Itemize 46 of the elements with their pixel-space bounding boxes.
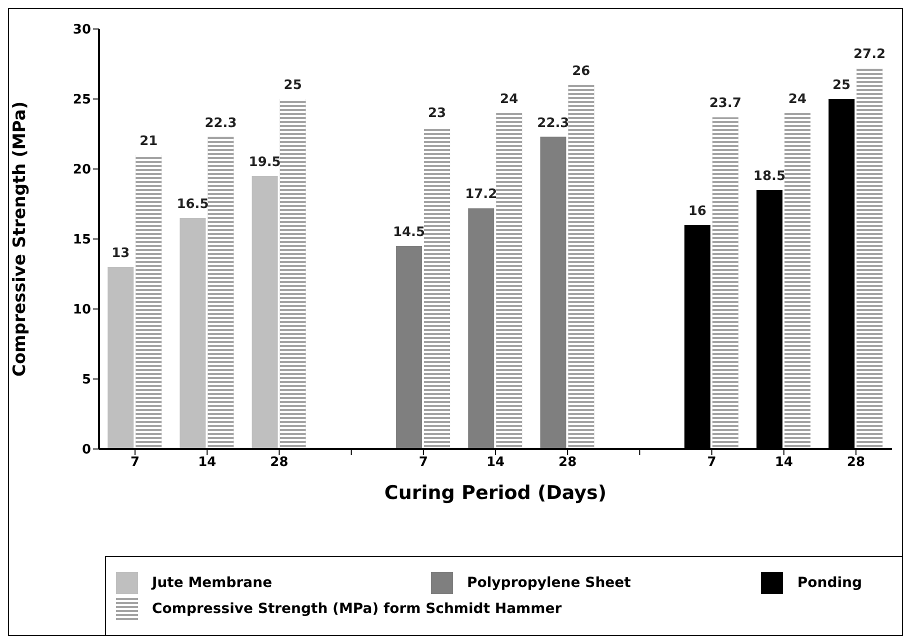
x-tick-label: 28: [558, 455, 577, 470]
data-label: 25: [832, 78, 851, 93]
data-label: 23: [428, 106, 446, 121]
data-label: 18.5: [753, 169, 786, 184]
x-tick-label: 14: [198, 455, 216, 470]
y-tick-label: 5: [82, 372, 91, 388]
y-tick-label: 10: [72, 302, 91, 318]
y-tick-label: 30: [72, 22, 91, 38]
bar: [396, 246, 422, 449]
data-label: 23.7: [709, 96, 742, 112]
data-label: 24: [788, 92, 807, 107]
data-label: 14.5: [392, 225, 426, 240]
x-tick-label: 7: [707, 455, 716, 470]
y-tick-label: 15: [72, 232, 91, 248]
x-tick-label: 28: [270, 455, 288, 470]
data-label: 17.2: [465, 187, 498, 202]
x-tick-label: 14: [774, 455, 793, 470]
bar: [468, 208, 494, 449]
legend-label: Ponding: [797, 575, 862, 591]
data-label: 22.3: [537, 116, 570, 131]
bar: [108, 267, 134, 449]
data-label: 19.5: [248, 155, 281, 170]
data-label: 24: [500, 92, 518, 107]
bar: [540, 136, 566, 449]
legend-label: Polypropylene Sheet: [467, 575, 631, 591]
data-label: 16.5: [176, 197, 209, 212]
x-tick-label: 7: [130, 455, 140, 470]
data-label: 26: [572, 64, 590, 79]
y-axis-title: Compressive Strength (MPa): [10, 101, 30, 377]
x-tick-label: 28: [846, 455, 865, 470]
legend-label: Jute Membrane: [152, 575, 272, 591]
data-label: 21: [140, 134, 158, 149]
x-axis-title: Curing Period (Days): [384, 482, 607, 504]
x-tick-label: 14: [486, 455, 505, 470]
bar: [180, 218, 206, 449]
y-tick-label: 25: [72, 92, 91, 108]
legend-label: Compressive Strength (MPa) form Schmidt Hammer: [152, 601, 562, 617]
bar: [252, 176, 278, 449]
data-label: 27.2: [854, 47, 886, 62]
data-label: 16: [688, 204, 706, 219]
data-label: 22.3: [204, 116, 237, 131]
y-tick-label: 20: [72, 162, 91, 178]
x-tick-label: 7: [418, 455, 428, 470]
data-label: 13: [112, 246, 130, 261]
y-tick-label: 0: [82, 442, 91, 458]
data-label: 25: [284, 78, 302, 93]
